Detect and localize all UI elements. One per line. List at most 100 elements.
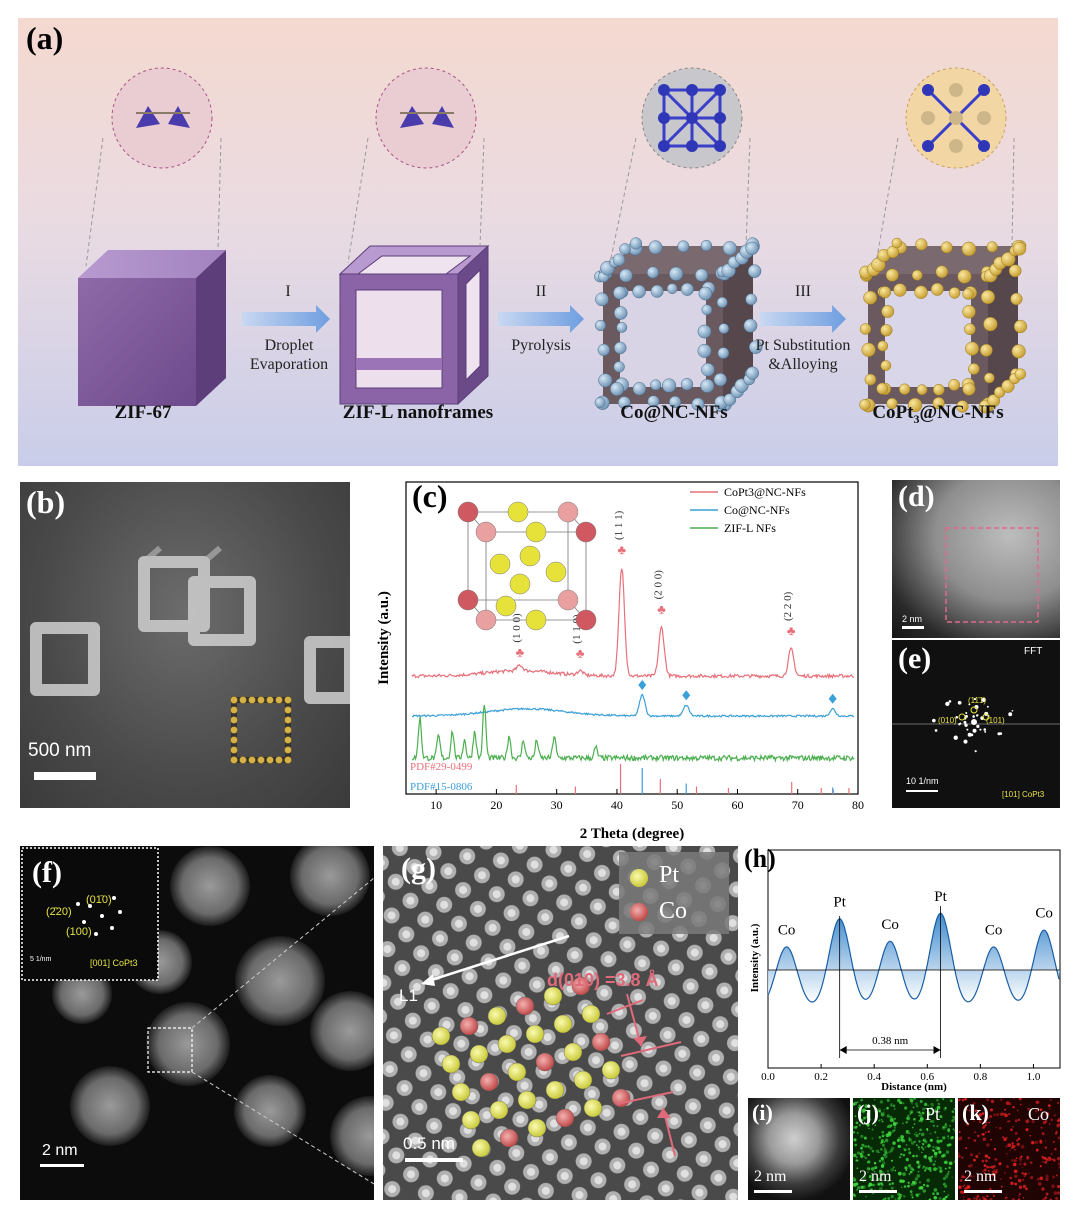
zif67-cube xyxy=(78,250,226,406)
co-atom xyxy=(555,1108,575,1128)
co-atom xyxy=(479,1072,499,1092)
profile-peak-label: Co xyxy=(881,917,899,933)
co-atom xyxy=(459,1016,479,1036)
xrd-tick-label: 40 xyxy=(611,798,623,812)
step-1-roman: I xyxy=(285,283,291,300)
co-atom xyxy=(611,1088,631,1108)
panel-i-scale: 2 nm xyxy=(754,1168,787,1185)
panel-a: (a) xyxy=(18,18,1058,466)
co-peak-marker xyxy=(682,690,691,701)
spot-highlight-2 xyxy=(958,713,966,721)
panel-f-haadf-image: (f) (01̄0) (2̄20) (100) 5 1/nm [001] CoP… xyxy=(20,846,374,1200)
pt-atom xyxy=(469,1044,489,1064)
profile-plot-frame xyxy=(767,849,1061,1069)
xrd-y-axis-label: Intensity (a.u.) xyxy=(376,591,392,685)
profile-tick-label: 0.2 xyxy=(814,1071,828,1083)
panel-k-scale: 2 nm xyxy=(964,1168,997,1185)
panel-c-xrd-chart: PDF#29-0499 PDF#15-0806 10 20 30 40 50 60 70 80 2… xyxy=(360,476,870,846)
process-arrows xyxy=(242,305,846,333)
peak-marker-club: ♣ xyxy=(576,646,585,661)
reference-name: PDF#29-0499 xyxy=(410,761,473,773)
spot-highlight-1 xyxy=(970,706,978,714)
xrd-series-line xyxy=(412,705,855,763)
d-spacing-label: d(010) =3.8 Å xyxy=(547,970,659,990)
panel-e-label: (e) xyxy=(898,642,932,675)
panel-e-zone-axis: [101] CoPt3 xyxy=(1002,790,1045,799)
panel-k-label: (k) xyxy=(962,1100,989,1125)
panel-j-pt-map: (j) Pt 2 nm xyxy=(853,1098,955,1200)
pt-atom xyxy=(545,1080,565,1100)
stage-co-nc: Co@NC-NFs xyxy=(620,402,728,423)
profile-tick-label: 0.8 xyxy=(973,1071,987,1083)
step-2-roman: II xyxy=(535,283,547,300)
co-atom xyxy=(591,1032,611,1052)
panel-j-scalebar xyxy=(859,1190,897,1193)
co-peak-marker xyxy=(828,693,837,704)
unit-cell-inset xyxy=(457,501,597,631)
xrd-series-line xyxy=(411,693,855,719)
f-spot-label-1: (01̄0) xyxy=(86,894,112,906)
pt-atom xyxy=(601,1060,621,1080)
profile-peak-label: Co xyxy=(1035,906,1053,922)
panel-d-label: (d) xyxy=(898,480,935,513)
step-1-text-2: Evaporation xyxy=(249,356,329,373)
pt-atom xyxy=(553,1014,573,1034)
spot-highlight-3 xyxy=(982,713,990,721)
panel-k-scalebar xyxy=(964,1190,1002,1193)
panel-g-atomic-image: (g) Pt Co L1 d(010) =3.8 Å 0.5 nm xyxy=(383,846,738,1200)
panel-e-scale: 10 1/nm xyxy=(906,776,939,786)
line-label-l1: L1 xyxy=(399,986,418,1005)
xrd-tick-label: 50 xyxy=(671,798,683,812)
peak-marker-club: ♣ xyxy=(617,542,626,557)
panel-c-label: (c) xyxy=(412,478,448,514)
stage-zif-l: ZIF-L nanoframes xyxy=(342,402,494,423)
step-3-text-1: Pt Substitution xyxy=(755,337,851,354)
spot-label-3: (101) xyxy=(986,716,1005,725)
xrd-series-line xyxy=(411,568,855,680)
co-atom xyxy=(535,1052,555,1072)
pt-atom xyxy=(517,1090,537,1110)
panel-h-line-profile: Co Pt Co Pt Co Co 0.38 nm 0.0 0.2 0.4 0.6 0.8 1.0 Dis… xyxy=(744,846,1064,1092)
xrd-tick-label: 60 xyxy=(731,798,743,812)
panel-h-label: (h) xyxy=(744,846,776,873)
pt-atom xyxy=(581,1004,601,1024)
panel-f-label: (f) xyxy=(32,856,62,889)
panel-j-scale: 2 nm xyxy=(859,1168,892,1185)
pt-atom xyxy=(461,1110,481,1130)
profile-tick-label: 1.0 xyxy=(1027,1071,1041,1083)
step-3-text-2: &Alloying xyxy=(768,356,838,373)
spot-label-1: (11̄1̄) xyxy=(968,696,987,705)
fft-inset-frame xyxy=(21,847,159,981)
panel-a-label: (a) xyxy=(26,20,64,56)
f-inset-scale: 5 1/nm xyxy=(30,956,52,963)
profile-peak-label: Pt xyxy=(934,889,947,905)
pt-atom xyxy=(507,1062,527,1082)
profile-peak-label: Co xyxy=(985,922,1003,938)
panel-e-fft-text: FFT xyxy=(1024,646,1043,657)
stage-copt3-nc: CoPt3@NC-NFs xyxy=(872,402,1004,426)
panel-d-haadf-image: (d) 2 nm xyxy=(892,480,1060,638)
legend-entry: CoPt3@NC-NFs xyxy=(724,485,806,499)
pt-atom xyxy=(527,1118,547,1138)
legend-co: Co xyxy=(659,898,688,924)
spot-label-2: (010) xyxy=(938,716,957,725)
panel-b-sem-image: (b) 500 nm xyxy=(20,482,350,808)
panel-d-scale: 2 nm xyxy=(902,614,923,624)
profile-tick-label: 0.0 xyxy=(761,1071,775,1083)
xrd-tick-label: 10 xyxy=(430,798,442,812)
nanoframe-particles xyxy=(30,545,350,780)
panel-i-haadf-image: (i) 2 nm xyxy=(748,1098,850,1200)
spacing-markers xyxy=(606,993,682,1157)
step-2-text-1: Pyrolysis xyxy=(511,337,571,354)
panel-k-element: Co xyxy=(1028,1104,1050,1124)
pt-atom xyxy=(543,986,563,1006)
panel-g-label: (g) xyxy=(401,852,436,885)
schematic-illustration xyxy=(78,67,1028,414)
xrd-x-axis-label: 2 Theta (degree) xyxy=(580,826,684,842)
xrd-plot-frame xyxy=(405,481,859,795)
distance-label: 0.38 nm xyxy=(872,1035,909,1047)
zoom-region-box xyxy=(147,1027,193,1073)
pt-atom xyxy=(451,1082,471,1102)
co-peak-marker xyxy=(638,680,647,690)
peak-label: (1 0 0) xyxy=(511,613,523,643)
